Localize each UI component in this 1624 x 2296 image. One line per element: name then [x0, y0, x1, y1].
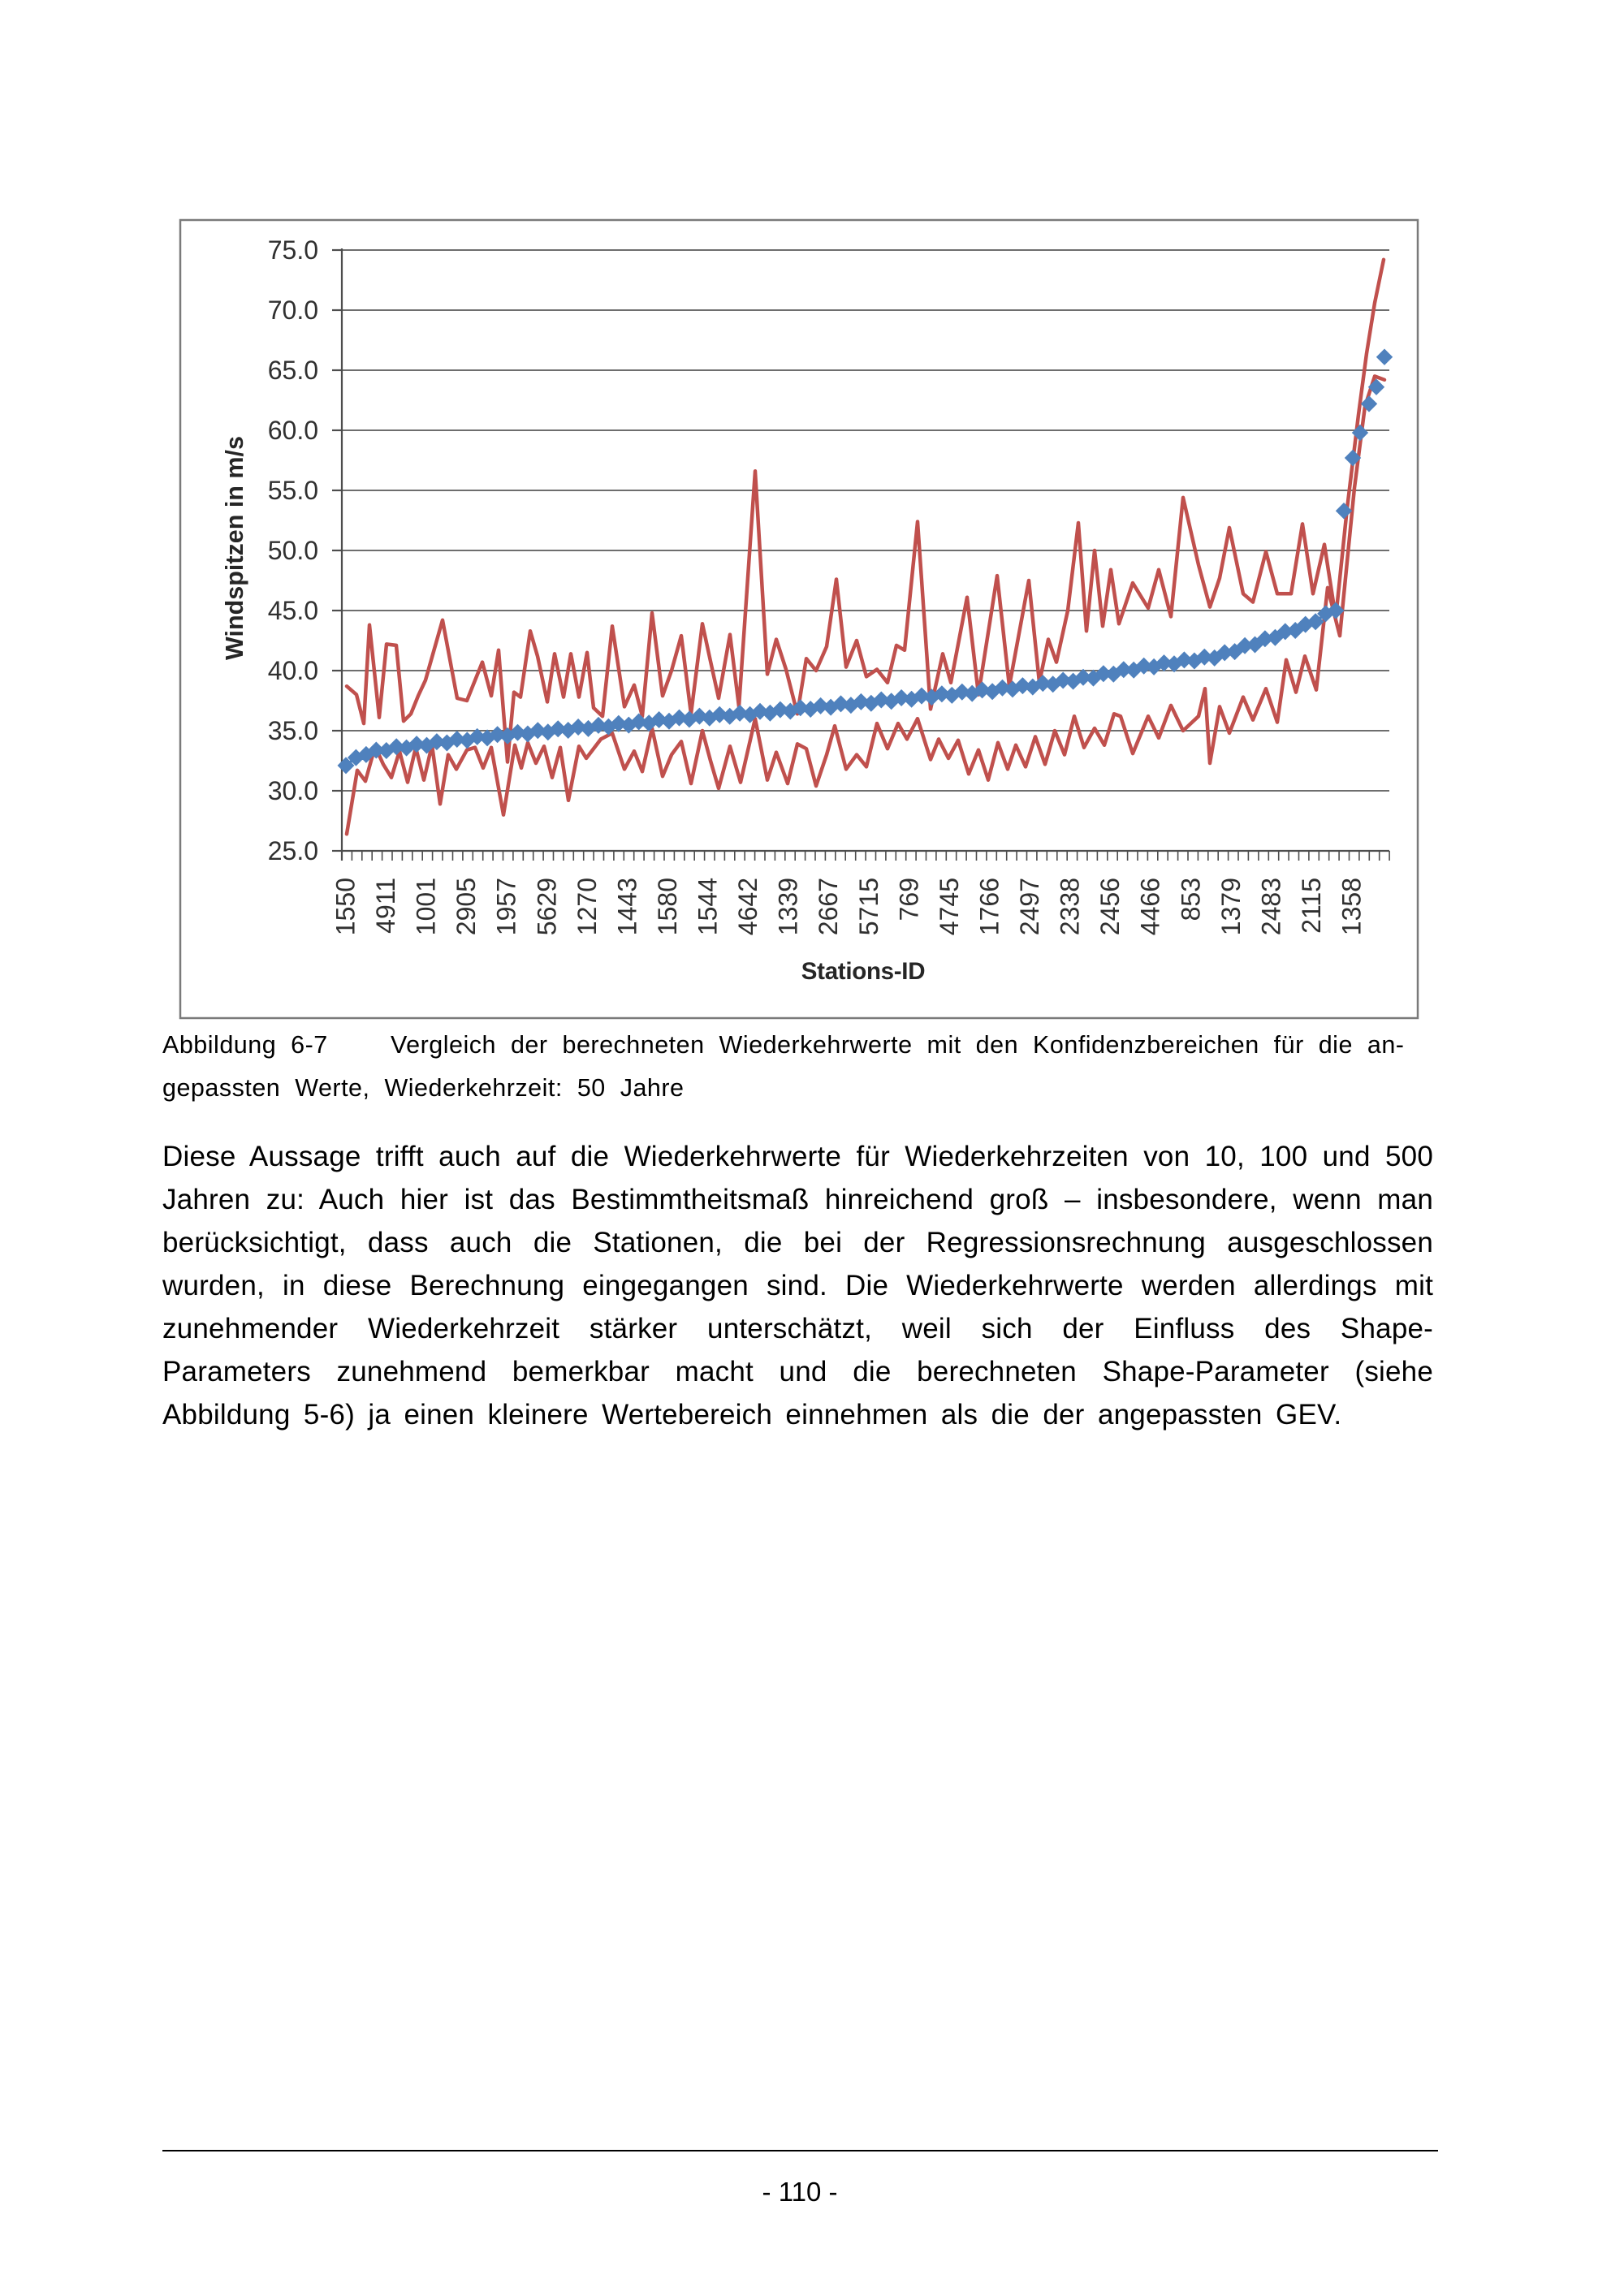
svg-text:4911: 4911 — [371, 878, 400, 934]
svg-text:1550: 1550 — [331, 878, 361, 935]
svg-text:45.0: 45.0 — [268, 596, 318, 625]
svg-text:Windspitzen in m/s: Windspitzen in m/s — [221, 436, 248, 660]
svg-text:1580: 1580 — [653, 878, 682, 935]
svg-text:2905: 2905 — [451, 878, 481, 935]
svg-text:2338: 2338 — [1056, 878, 1085, 935]
svg-text:55.0: 55.0 — [268, 476, 318, 505]
svg-text:2456: 2456 — [1095, 878, 1125, 935]
svg-text:40.0: 40.0 — [268, 656, 318, 685]
svg-text:1544: 1544 — [693, 878, 723, 935]
svg-text:1379: 1379 — [1216, 878, 1246, 935]
svg-text:75.0: 75.0 — [268, 235, 318, 265]
svg-text:25.0: 25.0 — [268, 836, 318, 865]
svg-text:Stations-ID: Stations-ID — [801, 958, 925, 985]
svg-text:50.0: 50.0 — [268, 536, 318, 565]
svg-text:1001: 1001 — [412, 878, 441, 935]
svg-text:35.0: 35.0 — [268, 716, 318, 745]
svg-text:2483: 2483 — [1256, 878, 1285, 935]
svg-text:5629: 5629 — [532, 878, 561, 935]
svg-text:4642: 4642 — [733, 878, 762, 935]
svg-text:2115: 2115 — [1297, 878, 1326, 934]
svg-text:1339: 1339 — [774, 878, 803, 935]
svg-text:1443: 1443 — [612, 878, 641, 935]
svg-text:2497: 2497 — [1015, 878, 1044, 935]
svg-text:30.0: 30.0 — [268, 776, 318, 805]
svg-text:4466: 4466 — [1136, 878, 1165, 935]
svg-text:1270: 1270 — [572, 878, 602, 935]
svg-text:769: 769 — [894, 878, 923, 921]
svg-text:70.0: 70.0 — [268, 296, 318, 325]
svg-text:853: 853 — [1176, 878, 1205, 921]
svg-text:1358: 1358 — [1337, 878, 1367, 935]
svg-text:65.0: 65.0 — [268, 356, 318, 385]
svg-text:60.0: 60.0 — [268, 416, 318, 445]
svg-text:2667: 2667 — [814, 878, 843, 935]
svg-text:1957: 1957 — [492, 878, 521, 935]
svg-text:1766: 1766 — [975, 878, 1004, 935]
svg-text:4745: 4745 — [935, 878, 964, 935]
svg-text:5715: 5715 — [854, 878, 883, 935]
